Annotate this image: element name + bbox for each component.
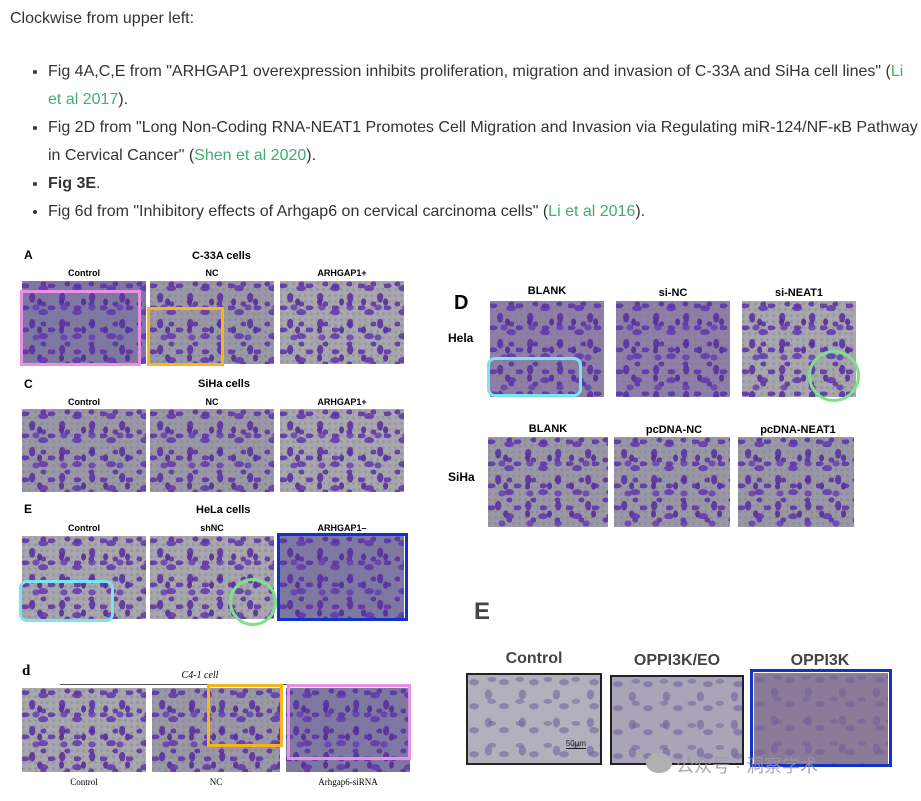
ref-text: Fig 6d from "Inhibitory effects of Arhga…: [48, 203, 549, 220]
ref-text: .: [96, 175, 101, 192]
micrograph: [490, 301, 604, 397]
column-label: ARHGAP1+: [317, 268, 367, 278]
micrograph: [152, 688, 280, 772]
panel-title-c4-1: C4-1 cell: [181, 670, 219, 681]
micrograph: [286, 688, 410, 772]
ref-text: ).: [118, 91, 129, 108]
micrograph: [22, 688, 146, 772]
micrograph: [150, 536, 274, 619]
panel-label-c: C: [24, 377, 33, 391]
image-frame: [466, 673, 602, 765]
reference-item: Fig 4A,C,E from "ARHGAP1 overexpression …: [48, 58, 918, 114]
image-frame: [610, 675, 744, 765]
micrograph: [22, 536, 146, 619]
column-label: shNC: [200, 523, 224, 533]
ref-link[interactable]: Shen et al 2020: [194, 147, 307, 164]
ref-bold: Fig 3E: [48, 175, 97, 192]
panel-title-c: SiHa cells: [198, 378, 250, 390]
panel-label-d: D: [454, 292, 469, 314]
micrograph: [150, 409, 274, 492]
column-label: si-NC: [658, 287, 688, 299]
reference-item: Fig 3E.: [48, 170, 918, 198]
column-label: OPPI3K: [790, 652, 850, 669]
column-label: NC: [205, 397, 219, 407]
micrograph: [754, 673, 888, 765]
column-label: pcDNA-NC: [645, 424, 703, 436]
ref-link[interactable]: Li et al 2017: [48, 63, 904, 108]
column-label: OPPI3K/EO: [633, 652, 721, 669]
panel-label-e: E: [24, 502, 33, 516]
micrograph: 50μm: [468, 675, 600, 763]
micrograph: [612, 677, 742, 763]
intro-text: Clockwise from upper left:: [10, 10, 195, 27]
column-label: ARHGAP1–: [317, 523, 367, 533]
ref-link[interactable]: Li et al 2016: [548, 203, 636, 220]
column-label: Control: [68, 397, 100, 407]
column-label: Control: [70, 777, 98, 787]
micrograph: [150, 281, 274, 364]
ref-text: ).: [306, 147, 317, 164]
row-label-hela: Hela: [448, 331, 474, 345]
ref-text: Fig 4A,C,E from "ARHGAP1 overexpression …: [48, 63, 891, 80]
reference-item: Fig 6d from "Inhibitory effects of Arhga…: [48, 198, 918, 226]
panel-label-e-lower: E: [474, 598, 491, 625]
micrograph: [616, 301, 730, 397]
column-label: si-NEAT1: [774, 287, 824, 299]
ref-text: Fig 2D from "Long Non-Coding RNA-NEAT1 P…: [48, 119, 918, 164]
micrograph: [742, 301, 856, 397]
scale-bar: 50μm: [565, 739, 586, 749]
row-label-siha: SiHa: [448, 470, 475, 484]
column-label: BLANK: [527, 285, 567, 297]
micrograph: [22, 281, 146, 364]
reference-list: Fig 4A,C,E from "ARHGAP1 overexpression …: [28, 58, 918, 226]
column-label: NC: [209, 777, 223, 787]
micrograph: [280, 536, 404, 619]
micrograph: [280, 409, 404, 492]
column-label: NC: [205, 268, 219, 278]
micrograph: [22, 409, 146, 492]
column-label: BLANK: [528, 423, 568, 435]
column-label: Control: [68, 268, 100, 278]
panel-title-a: C-33A cells: [192, 250, 251, 262]
reference-item: Fig 2D from "Long Non-Coding RNA-NEAT1 P…: [48, 114, 918, 170]
column-label: Control: [505, 650, 563, 667]
column-label: pcDNA-NEAT1: [760, 424, 836, 436]
watermark-text: 公众号 · 洞察学术: [676, 756, 818, 776]
panel-title-e: HeLa cells: [196, 504, 251, 516]
column-label: Arhgap6-siRNA: [318, 777, 378, 787]
micrograph: [280, 281, 404, 364]
column-label: Control: [68, 523, 100, 533]
micrograph: [488, 437, 608, 527]
ref-text: ).: [635, 203, 646, 220]
micrograph: [614, 437, 730, 527]
title-rule: [60, 684, 410, 685]
wechat-icon: [646, 753, 672, 773]
column-label: ARHGAP1+: [317, 397, 367, 407]
panel-label-a: A: [24, 248, 33, 262]
panel-label-d-lower: d: [22, 663, 31, 679]
micrograph: [738, 437, 854, 527]
